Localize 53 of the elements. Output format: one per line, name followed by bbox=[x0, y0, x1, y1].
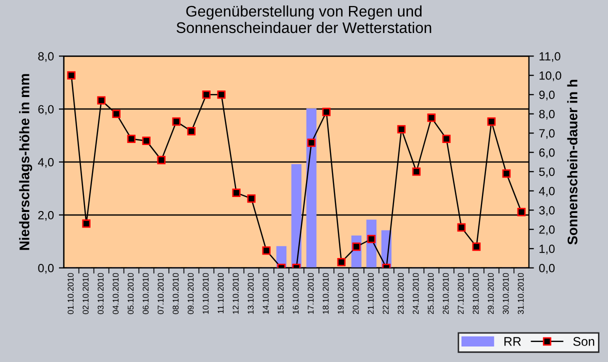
x-tick-label: 10.10.2010 bbox=[202, 273, 209, 314]
y2-tick-label: 8,0 bbox=[539, 110, 555, 120]
y2-tick-label: 5,0 bbox=[539, 168, 555, 178]
x-tick-label: 30.10.2010 bbox=[502, 273, 509, 314]
y2-tick-label: 0,0 bbox=[539, 264, 555, 274]
x-tick-label: 26.10.2010 bbox=[442, 273, 449, 314]
y2-tick-label: 2,0 bbox=[539, 225, 555, 236]
x-tick-label: 11.10.2010 bbox=[218, 273, 224, 314]
y2-tick-label: 7,0 bbox=[539, 129, 555, 139]
x-tick-label: 03.10.2010 bbox=[98, 273, 104, 314]
y2-tick-label: 1,0 bbox=[540, 244, 555, 254]
x-tick-label: 27.10.2010 bbox=[458, 273, 464, 314]
x-tick-label: 29.10.2010 bbox=[488, 273, 494, 314]
x-tick-label: 09.10.2010 bbox=[188, 273, 194, 314]
y-tick-label: 8,0 bbox=[38, 52, 54, 62]
y2-tick-label: 11,0 bbox=[540, 52, 560, 62]
x-tick-label: 14.10.2010 bbox=[262, 273, 269, 314]
x-tick-label: 02.10.2010 bbox=[82, 273, 89, 314]
x-tick-label: 22.10.2010 bbox=[382, 273, 389, 314]
y2-tick-label: 10,0 bbox=[540, 71, 562, 82]
x-tick-label: 20.10.2010 bbox=[352, 273, 359, 314]
legend-label: RR bbox=[504, 337, 521, 346]
chart-title: Gegenüberstellung von Regen und Sonnenscheindauer der Wetterstation bbox=[176, 5, 432, 34]
x-tick-label: 15.10.2010 bbox=[278, 273, 284, 314]
y-tick-label: 6,0 bbox=[38, 105, 54, 115]
y2-axis-title: Sonnenschein-dauer in h bbox=[567, 80, 578, 245]
y-tick-label: 0,0 bbox=[38, 264, 54, 274]
y2-tick-label: 4,0 bbox=[538, 186, 555, 197]
x-tick-label: 19.10.2010 bbox=[338, 273, 344, 314]
x-tick-label: 07.10.2010 bbox=[158, 273, 164, 314]
x-tick-label: 06.10.2010 bbox=[142, 273, 149, 314]
x-tick-label: 16.10.2010 bbox=[292, 273, 299, 314]
x-tick-label: 21.10.2010 bbox=[368, 273, 374, 314]
x-tick-label: 18.10.2010 bbox=[322, 273, 329, 314]
y2-tick-label: 6,0 bbox=[539, 148, 555, 158]
legend-label: Son bbox=[573, 337, 594, 346]
x-tick-label: 05.10.2010 bbox=[128, 273, 134, 314]
x-tick-label: 25.10.2010 bbox=[428, 273, 434, 314]
x-tick-label: 08.10.2010 bbox=[172, 273, 179, 314]
x-tick-label: 31.10.2010 bbox=[518, 273, 524, 314]
x-tick-label: 28.10.2010 bbox=[472, 273, 479, 314]
x-tick-label: 24.10.2010 bbox=[412, 273, 419, 314]
x-tick-label: 17.10.2010 bbox=[308, 273, 314, 314]
y-axis-title: Niederschlags-höhe in mm bbox=[19, 74, 32, 250]
y-tick-label: 2,0 bbox=[38, 210, 54, 221]
y-tick-label: 4,0 bbox=[38, 158, 54, 168]
y2-tick-label: 3,0 bbox=[539, 206, 555, 216]
x-tick-label: 01.10.2010 bbox=[68, 273, 74, 314]
x-tick-label: 04.10.2010 bbox=[112, 273, 119, 314]
x-tick-label: 12.10.2010 bbox=[232, 273, 239, 314]
y2-tick-label: 9,0 bbox=[539, 90, 555, 100]
x-tick-label: 13.10.2010 bbox=[248, 273, 254, 314]
x-tick-label: 23.10.2010 bbox=[398, 273, 404, 314]
